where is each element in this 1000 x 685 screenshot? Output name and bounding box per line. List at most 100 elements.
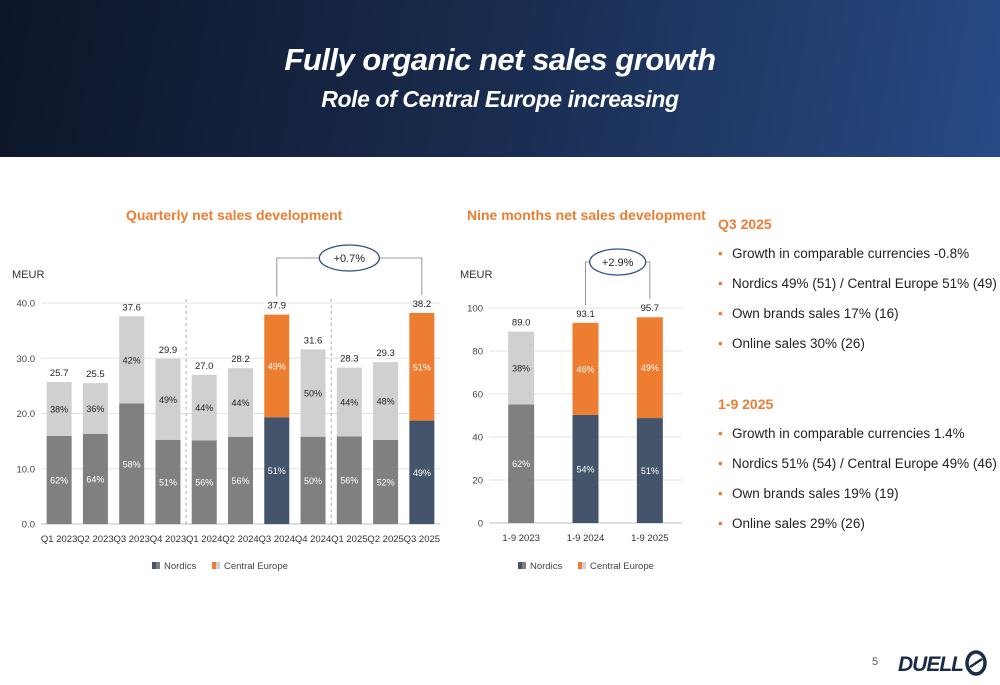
nordics-share-label: 51% [159,477,177,487]
total-value-label: 93.1 [576,309,595,320]
bar-central-europe [191,374,217,441]
bar-nordics [191,440,217,524]
total-value-label: 38.2 [413,299,432,310]
growth-label: +2.9% [602,257,634,269]
bar-nordics [373,439,399,524]
central-europe-share-label: 42% [123,355,141,365]
total-value-label: 37.9 [268,301,287,312]
central-europe-share-label: 49% [159,395,177,405]
nordics-share-label: 62% [512,459,530,469]
nordics-share-label: 51% [268,466,286,476]
bullet-item: Growth in comparable currencies -0.8% [718,246,997,276]
bar-nordics [636,418,663,523]
ytd-bullet-list: Growth in comparable currencies 1.4% Nor… [718,426,997,546]
bar-central-europe [82,383,108,434]
bar-central-europe [264,314,290,418]
legend-label: Central Europe [224,561,288,572]
legend-swatch [212,562,216,569]
bar-nordics [46,435,72,524]
bullet-item: Nordics 51% (54) / Central Europe 49% (4… [718,456,997,486]
central-europe-share-label: 50% [304,389,322,399]
nordics-share-label: 64% [86,474,104,484]
growth-badge [318,244,380,272]
bullet-item: Nordics 49% (51) / Central Europe 51% (4… [718,276,997,306]
bullet-item: Online sales 29% (26) [718,516,997,546]
bar-nordics [264,417,290,524]
total-value-label: 27.0 [195,361,214,372]
bullet-item: Online sales 30% (26) [718,336,997,366]
central-europe-share-label: 49% [641,363,659,373]
legend-label: Nordics [164,561,196,572]
nordics-share-label: 49% [413,468,431,478]
total-value-label: 29.9 [159,345,178,356]
bar-central-europe [46,382,72,436]
bar-central-europe [300,349,326,437]
y-tick-label: 80 [472,347,483,358]
x-tick-label: Q1 2024 [186,534,222,545]
central-europe-share-label: 46% [576,364,594,374]
legend-swatch [578,562,582,569]
total-value-label: 31.6 [304,335,323,346]
header-banner: Fully organic net sales growth Role of C… [0,0,1000,157]
total-value-label: 37.6 [122,302,141,313]
growth-label: +0.7% [334,253,366,265]
x-tick-label: Q3 2024 [259,534,295,545]
bar-nordics [155,439,181,524]
nordics-share-label: 51% [641,466,659,476]
quarterly-net-sales-chart: MEUR 0.0 10.0 20.0 30.0 40.0 62% 38% 25.7 Q1 2023… [12,244,440,572]
legend-swatch [522,562,526,569]
bar-central-europe [336,367,362,437]
y-tick-label: 20.0 [17,409,36,420]
nordics-share-label: 54% [576,464,594,474]
total-value-label: 25.7 [50,368,69,379]
duell-logo: DUELL [898,650,987,676]
total-value-label: 28.3 [340,354,359,365]
nordics-share-label: 56% [195,478,213,488]
total-value-label: 28.2 [231,354,250,365]
total-value-label: 95.7 [641,303,660,314]
bar-central-europe [119,316,145,404]
growth-badge [589,248,647,276]
total-value-label: 29.3 [376,348,395,359]
ytd-section-title: 1-9 2025 [718,396,774,412]
page-number: 5 [872,656,879,668]
central-europe-share-label: 44% [231,398,249,408]
x-tick-label: Q1 2025 [331,534,367,545]
x-tick-label: Q1 2023 [41,534,77,545]
bullet-item: Own brands sales 19% (19) [718,486,997,516]
central-europe-share-label: 51% [413,362,431,372]
y-tick-label: 20 [472,476,483,487]
q3-bullet-list: Growth in comparable currencies -0.8% No… [718,246,997,366]
legend-swatch [518,562,522,569]
y-tick-label: 30.0 [17,354,36,365]
x-tick-label: Q2 2025 [367,534,403,545]
x-tick-label: Q4 2023 [150,534,186,545]
x-tick-label: Q2 2024 [222,534,258,545]
legend-label: Nordics [530,561,562,572]
bar-nordics [336,436,362,524]
ninemonths-chart-title: Nine months net sales development [467,207,706,223]
x-tick-label: Q3 2025 [404,534,440,545]
bar-nordics [409,420,435,524]
bar-central-europe [636,317,663,419]
bar-nordics [228,436,253,524]
central-europe-share-label: 44% [195,403,213,413]
quarterly-chart-title: Quarterly net sales development [126,207,343,223]
bullet-item: Growth in comparable currencies 1.4% [718,426,997,456]
y-tick-label: 0 [478,519,483,530]
bar-central-europe [155,358,181,440]
q3-section-title: Q3 2025 [718,216,772,232]
central-europe-share-label: 36% [86,404,104,414]
x-tick-label: Q2 2023 [77,534,113,545]
central-europe-share-label: 38% [50,404,68,414]
ninemonths-net-sales-chart: MEUR 0 20 40 60 80 100 62% 38% 89.0 1-9 2023 54% 46%… [460,248,682,572]
legend-swatch [582,562,586,569]
y-tick-label: 100 [467,304,483,315]
legend-swatch [152,562,156,569]
bar-nordics [300,436,326,524]
bullet-item: Own brands sales 17% (16) [718,306,997,336]
nordics-share-label: 62% [50,475,68,485]
bar-nordics [82,433,108,524]
nordics-share-label: 52% [377,477,395,487]
